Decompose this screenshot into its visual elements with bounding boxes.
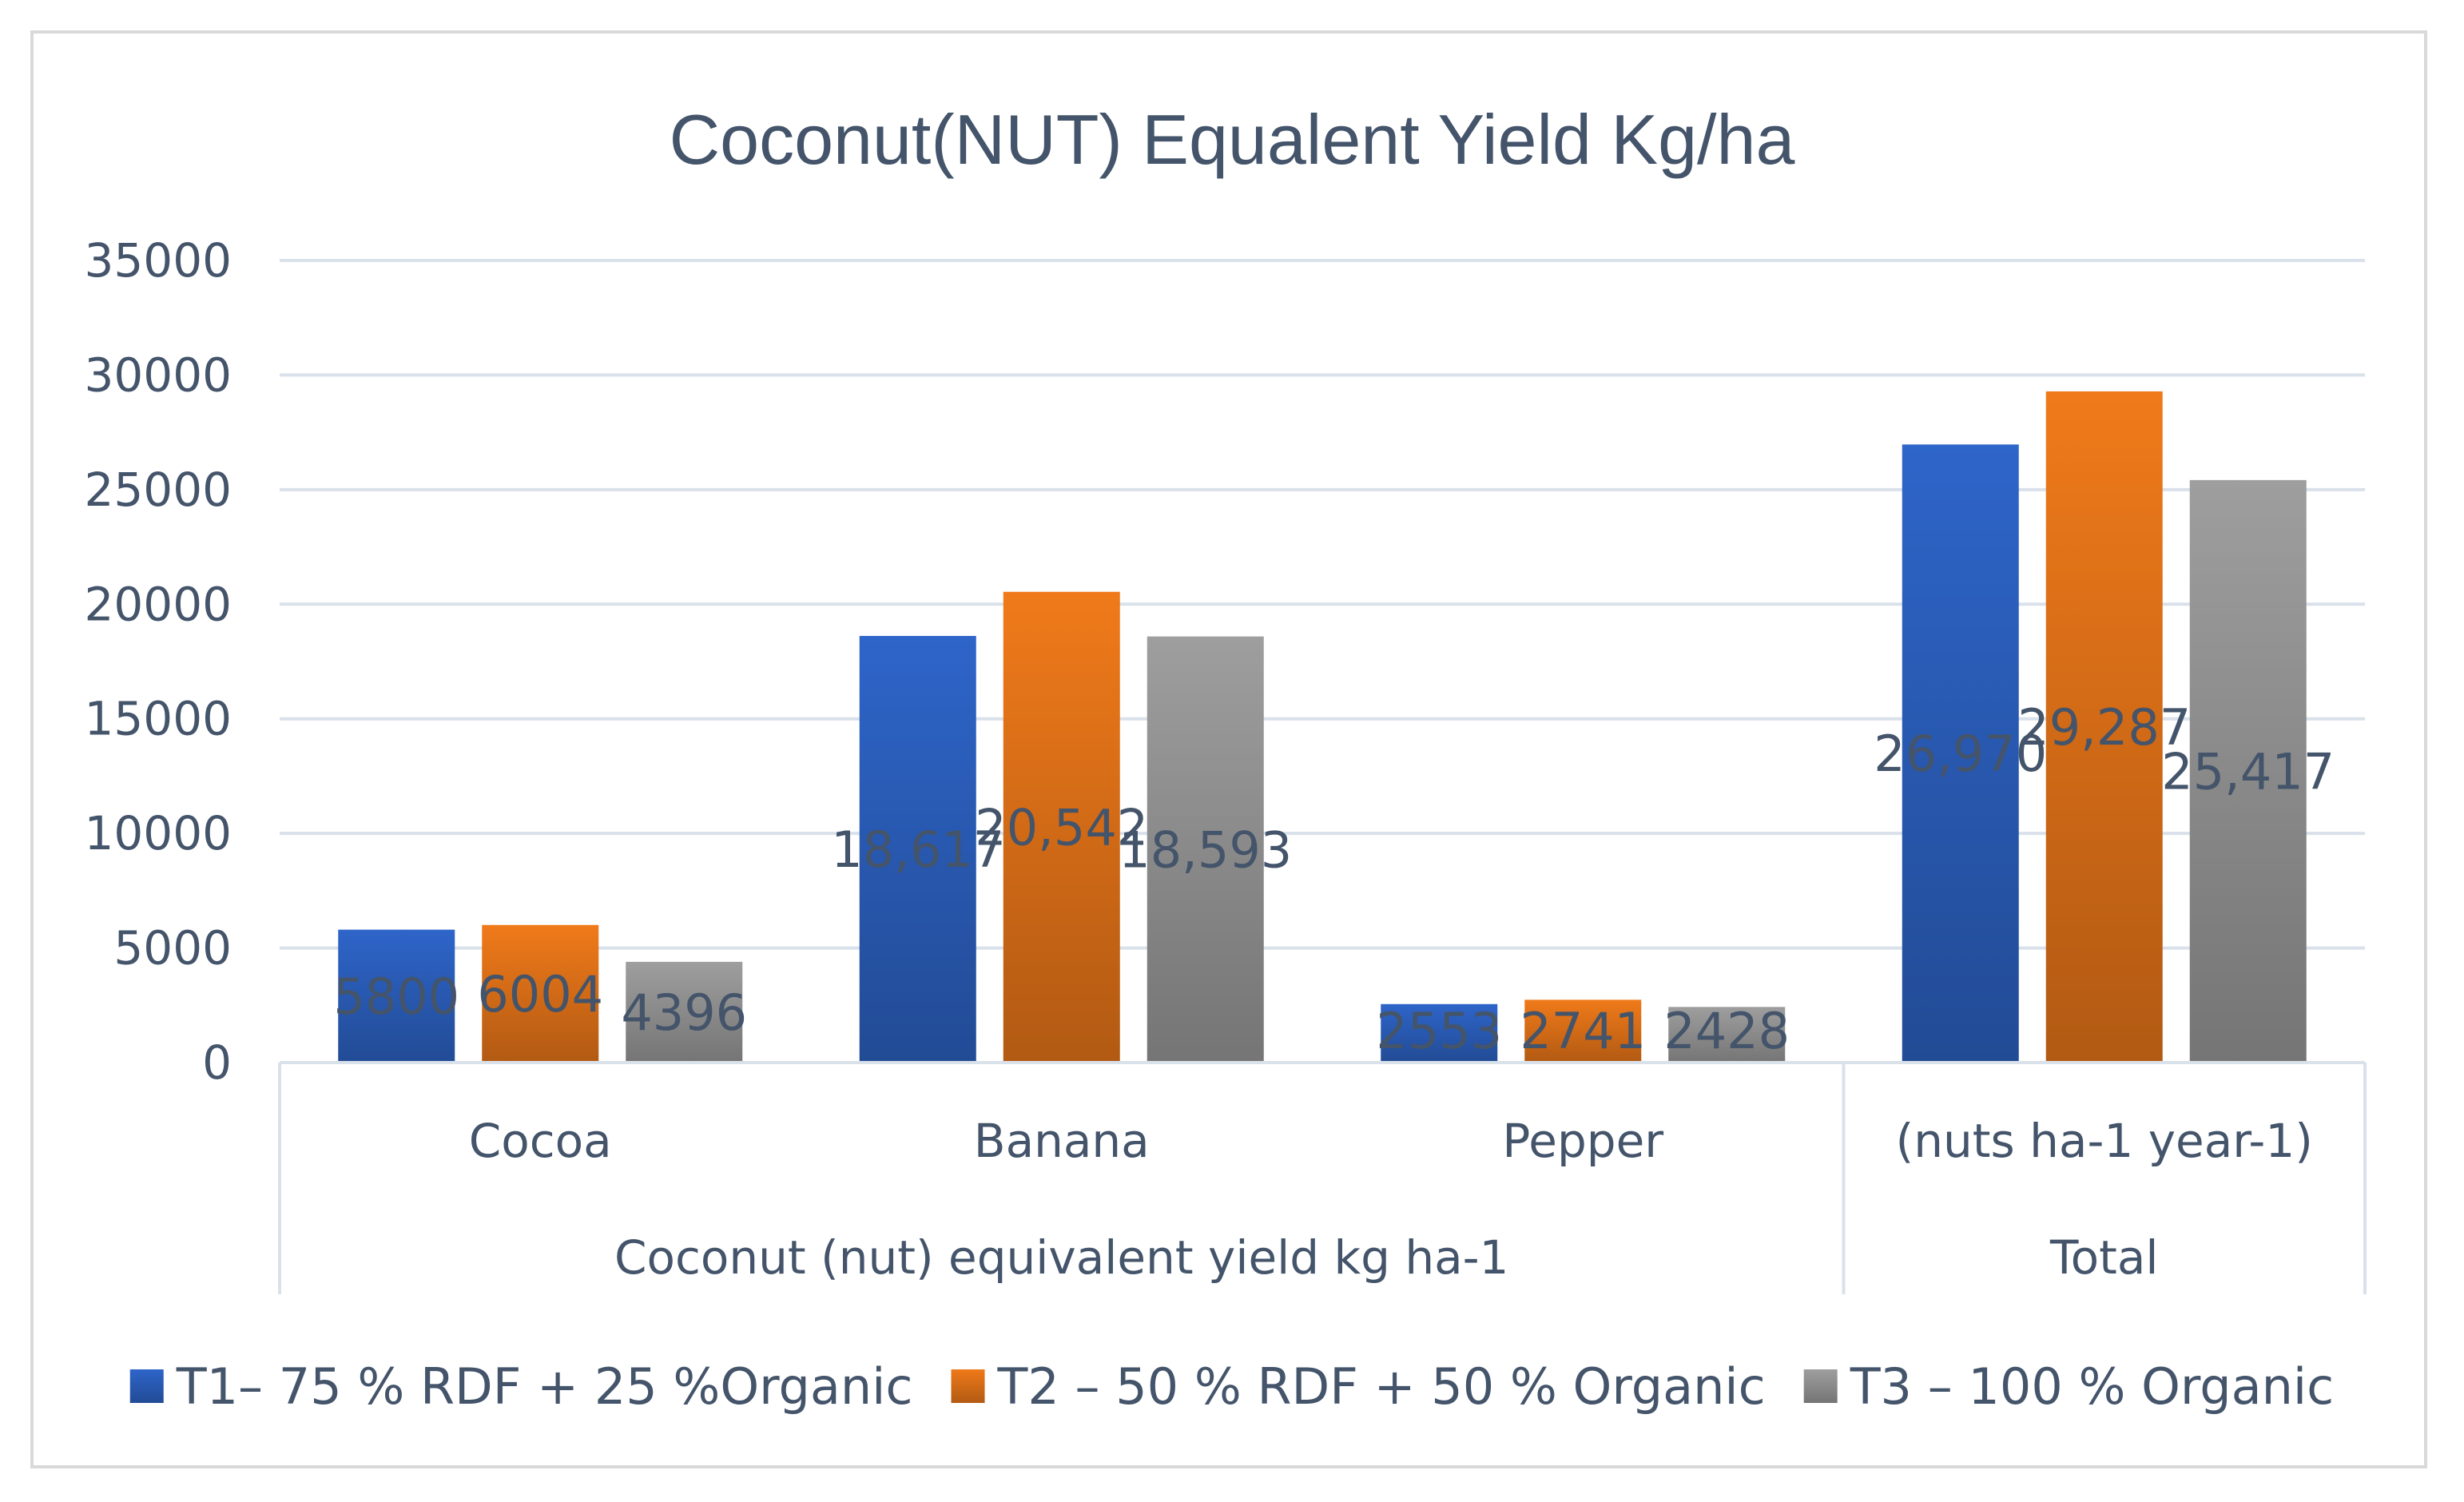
y-tick-label: 30000 [84,348,232,402]
y-axis-ticks: 0 5000 10000 15000 20000 25000 30000 35000 [84,233,232,1090]
x-axis: Cocoa Banana Pepper (nuts ha-1 year-1) Cocon… [278,1061,2367,1294]
legend-swatch [129,1369,164,1403]
data-label: 6004 [477,965,603,1023]
legend-swatch [1803,1369,1838,1403]
data-label: 18,593 [1119,821,1292,879]
bar [626,961,743,1063]
y-tick-label: 35000 [84,233,232,288]
y-tick-label: 25000 [84,463,232,517]
bar [859,635,976,1063]
data-label: 2741 [1520,1002,1646,1060]
bar [2045,391,2163,1063]
x-category-label: (nuts ha-1 year-1) [1896,1114,2313,1168]
legend-swatch [951,1369,985,1403]
x-group-label: Coconut (nut) equivalent yield kg ha-1 [614,1230,1508,1285]
chart-title: Coconut(NUT) Equalent Yield Kg/ha [670,100,1795,179]
legend: T1– 75 % RDF + 25 %Organic T2 – 50 % RDF … [129,1357,2335,1416]
y-tick-label: 0 [202,1035,232,1090]
legend-label: T3 – 100 % Organic [1850,1357,2335,1416]
bar [1003,591,1120,1063]
bar [338,929,455,1063]
bar [1524,999,1642,1063]
x-category-label: Cocoa [469,1114,612,1168]
y-tick-label: 15000 [84,692,232,746]
x-group-label: Total [2049,1230,2158,1285]
data-label: 4396 [621,983,747,1042]
data-label: 20,542 [975,798,1148,856]
bar [1902,444,2019,1063]
bar [1147,636,1264,1063]
data-label: 26,970 [1874,725,2047,783]
data-label: 2428 [1663,1002,1790,1060]
bar [482,924,599,1063]
x-category-label: Pepper [1502,1114,1663,1168]
data-label: 25,417 [2161,742,2335,801]
bar [2189,479,2307,1063]
data-label: 2553 [1376,1002,1502,1060]
y-tick-label: 10000 [84,806,232,860]
legend-label: T1– 75 % RDF + 25 %Organic [176,1357,913,1416]
bar [1668,1007,1786,1063]
y-tick-label: 20000 [84,577,232,631]
x-category-label: Banana [974,1114,1150,1168]
bars [338,391,2307,1063]
legend-label: T2 – 50 % RDF + 50 % Organic [997,1357,1766,1416]
data-label: 29,287 [2017,698,2191,757]
y-tick-label: 5000 [113,921,232,976]
bar [1381,1003,1498,1063]
data-label: 5800 [333,968,459,1026]
data-label: 18,617 [831,821,1004,879]
